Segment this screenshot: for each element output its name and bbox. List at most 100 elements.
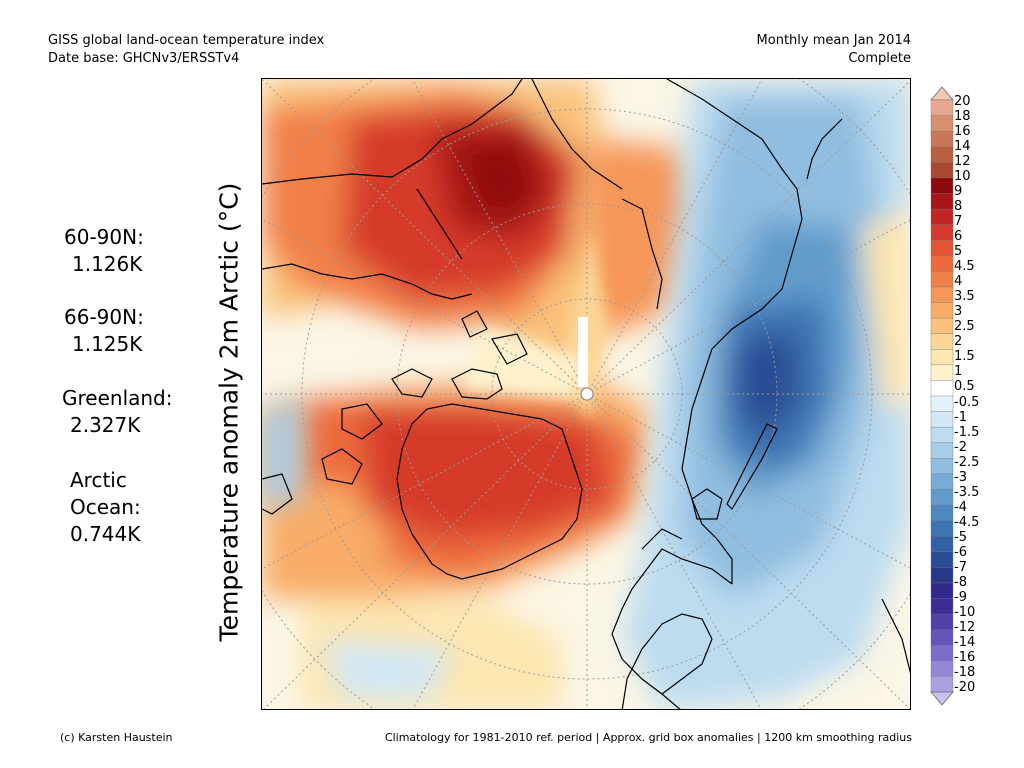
color-scale-label: 2: [954, 334, 963, 350]
methodology-note: Climatology for 1981-2010 ref. period | …: [384, 731, 912, 744]
color-scale-cell: [930, 146, 954, 164]
color-scale: [930, 86, 954, 706]
color-scale-cell: [930, 645, 954, 662]
credit-label: (c) Karsten Haustein: [60, 731, 173, 744]
y-axis-label: Temperature anomaly 2m Arctic (°C): [214, 182, 244, 642]
color-scale-label: -14: [954, 634, 976, 650]
color-scale-cell: [930, 426, 954, 444]
color-scale-label: -0.5: [954, 394, 980, 410]
color-scale-min-arrow: [930, 691, 954, 706]
color-scale-cell: [930, 520, 954, 537]
cold-anomaly-field: [262, 79, 910, 709]
color-scale-cell: [930, 193, 954, 210]
color-scale-label: -12: [954, 619, 976, 635]
stat-arctic-label-1: Arctic: [70, 468, 127, 492]
color-scale-cell: [930, 177, 954, 195]
color-scale-label: 5: [954, 244, 963, 260]
color-scale-label: -3.5: [954, 484, 980, 500]
color-scale-label: -2.5: [954, 454, 980, 470]
color-scale-cell: [930, 99, 954, 117]
color-scale-cell: [930, 598, 954, 615]
color-scale-label: -3: [954, 469, 967, 485]
color-scale-label: 10: [954, 169, 971, 185]
color-scale-cell: [930, 208, 954, 226]
color-scale-cell: [930, 271, 954, 288]
color-scale-label: 14: [954, 139, 971, 155]
color-scale-label: 20: [954, 94, 971, 109]
color-scale-max-arrow: [930, 86, 954, 101]
color-scale-cell: [930, 115, 954, 132]
stat-arctic-label-2: Ocean:: [70, 495, 141, 519]
color-scale-label: -5: [954, 529, 967, 545]
color-scale-cell: [930, 255, 954, 273]
color-scale-cell: [930, 224, 954, 241]
color-scale-label: -18: [954, 664, 976, 680]
color-scale-cell: [930, 364, 954, 382]
color-scale-cell: [930, 676, 954, 693]
stat-66-90n-label: 66-90N:: [64, 305, 144, 329]
color-scale-label: 6: [954, 229, 963, 245]
color-scale-label: -1.5: [954, 424, 980, 440]
color-scale-cell: [930, 473, 954, 491]
stat-66-90n-value: 1.125K: [72, 332, 143, 356]
stat-greenland-value: 2.327K: [70, 413, 141, 437]
color-scale-cell: [930, 130, 954, 148]
stat-60-90n: 60-90N: 1.126K: [64, 224, 144, 278]
color-scale-cell: [930, 489, 954, 506]
color-scale-cell: [930, 240, 954, 257]
color-scale-cell: [930, 504, 954, 522]
header-left: GISS global land-ocean temperature index…: [48, 32, 324, 68]
color-scale-cell: [930, 613, 954, 631]
color-scale-label: 1.5: [954, 349, 975, 365]
pole-gap: [578, 317, 588, 387]
color-scale-label: 8: [954, 199, 963, 215]
map-title: GISS global land-ocean temperature index: [48, 33, 325, 48]
period-label: Monthly mean Jan 2014: [756, 33, 911, 48]
color-scale-cell: [930, 582, 954, 600]
color-scale-cell: [930, 302, 954, 319]
color-scale-label: 16: [954, 124, 971, 140]
color-scale-label: 1: [954, 364, 963, 380]
color-scale-label: 3: [954, 304, 963, 320]
polar-anomaly-map: [261, 78, 911, 710]
color-scale-label: -10: [954, 604, 976, 620]
color-scale-label: -4.5: [954, 514, 980, 530]
color-scale-label: 9: [954, 184, 963, 200]
color-scale-label: -4: [954, 499, 967, 515]
database-label: Date base: GHCNv3/ERSSTv4: [48, 51, 240, 66]
graticule: [262, 79, 910, 709]
color-scale-label: 12: [954, 154, 971, 170]
color-scale-cell: [930, 411, 954, 428]
header-right: Monthly mean Jan 2014 Complete: [757, 32, 911, 68]
stat-66-90n: 66-90N: 1.125K: [64, 304, 144, 358]
stat-greenland-label: Greenland:: [62, 386, 173, 410]
color-scale-label: -8: [954, 574, 967, 590]
color-scale-label: -16: [954, 649, 976, 665]
color-scale-cell: [930, 317, 954, 335]
color-scale-cell: [930, 458, 954, 475]
color-scale-cell: [930, 442, 954, 460]
color-scale-label: -9: [954, 589, 967, 605]
color-scale-label: 0.5: [954, 379, 975, 395]
north-pole-marker: [580, 387, 594, 401]
color-scale-cell: [930, 333, 954, 350]
color-scale-label: 2.5: [954, 319, 975, 335]
color-scale-cell: [930, 567, 954, 584]
color-scale-cell: [930, 162, 954, 179]
warm-anomaly-field: [262, 79, 702, 709]
stat-arctic-ocean: Arctic Ocean: 0.744K: [70, 467, 141, 548]
status-label: Complete: [848, 51, 911, 66]
color-scale-cell: [930, 286, 954, 304]
map-canvas: [262, 79, 910, 709]
color-scale-label: -2: [954, 439, 967, 455]
color-scale-label: -6: [954, 544, 967, 560]
stat-greenland: Greenland: 2.327K: [62, 385, 173, 439]
color-scale-cell: [930, 536, 954, 553]
color-scale-label: 7: [954, 214, 963, 230]
color-scale-label: -20: [954, 680, 976, 695]
color-scale-cell: [930, 395, 954, 413]
color-scale-cell: [930, 380, 954, 397]
color-scale-cell: [930, 660, 954, 678]
color-scale-label: 4.5: [954, 259, 975, 275]
stat-60-90n-label: 60-90N:: [64, 225, 144, 249]
